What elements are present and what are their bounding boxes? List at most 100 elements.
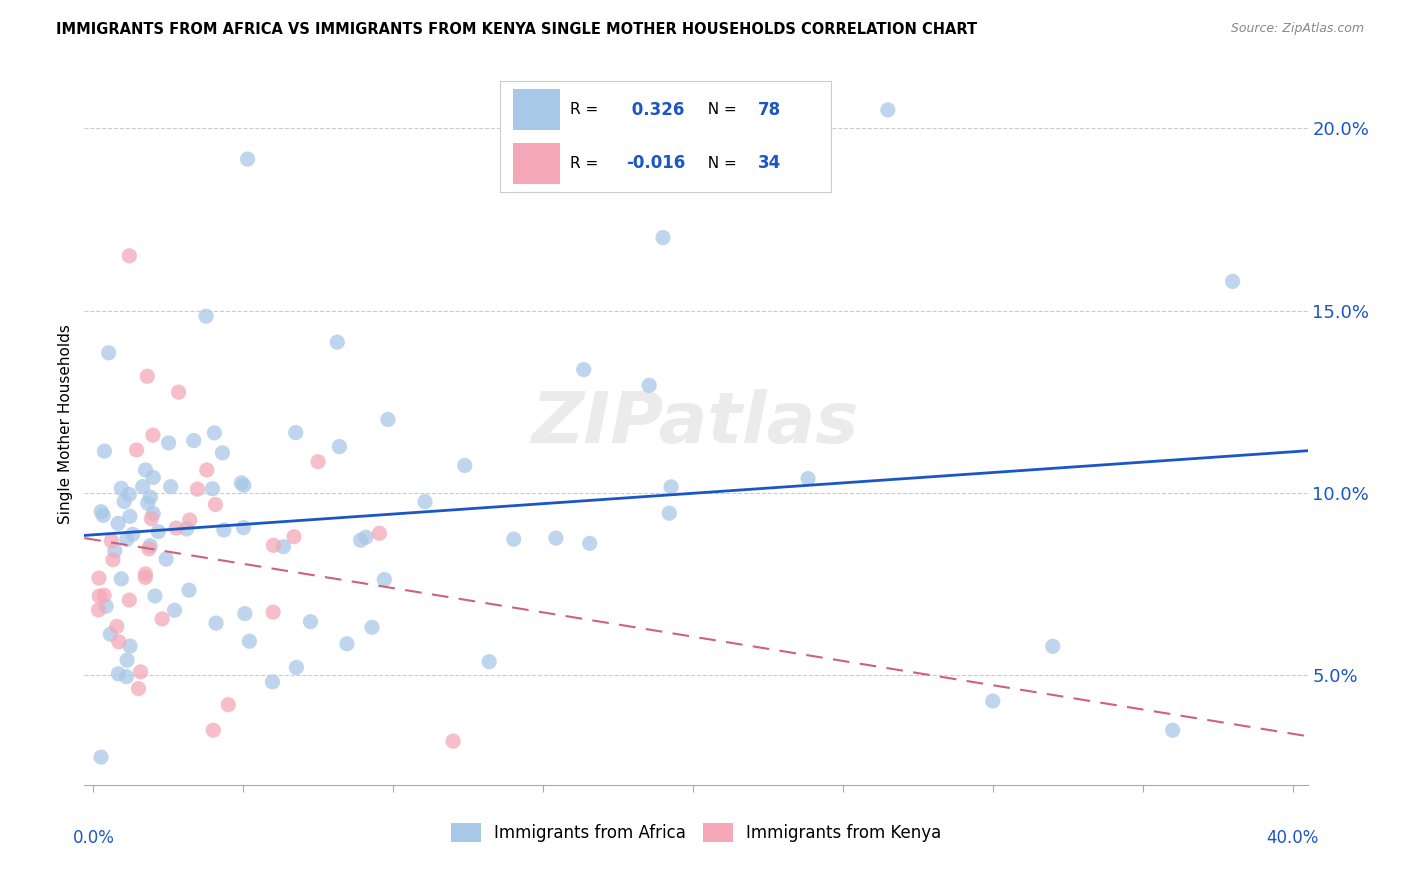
Point (159, 480, 181, 494)
Point (139, 539, 162, 553)
Point (150, 612, 173, 626)
Point (262, 674, 284, 689)
Point (361, 620, 384, 634)
Point (125, 442, 148, 457)
Point (115, 669, 138, 683)
Point (326, 335, 349, 350)
Point (236, 152, 259, 166)
Point (284, 425, 307, 440)
Point (134, 570, 156, 584)
Y-axis label: Single Mother Households: Single Mother Households (58, 324, 73, 524)
Point (328, 440, 350, 454)
Point (139, 490, 162, 504)
Point (413, 494, 436, 508)
Point (262, 605, 284, 619)
Point (121, 527, 143, 541)
Point (134, 566, 156, 581)
Point (876, 103, 898, 117)
Point (110, 481, 132, 495)
Point (186, 482, 208, 496)
Point (478, 655, 501, 669)
Point (115, 533, 138, 547)
Point (141, 512, 163, 526)
Point (132, 480, 155, 494)
Point (98, 627, 121, 641)
Point (368, 526, 391, 541)
Point (299, 615, 322, 629)
Point (283, 530, 305, 544)
Point (652, 230, 675, 244)
Point (135, 463, 157, 477)
Point (110, 572, 132, 586)
Point (155, 552, 177, 566)
Point (143, 589, 166, 603)
Point (108, 634, 131, 648)
Point (142, 507, 165, 521)
Text: 40.0%: 40.0% (1267, 830, 1319, 847)
Point (120, 639, 142, 653)
Point (142, 470, 165, 484)
Legend: Immigrants from Africa, Immigrants from Kenya: Immigrants from Africa, Immigrants from … (444, 816, 948, 849)
Point (115, 653, 138, 667)
Point (441, 734, 464, 748)
Point (129, 665, 152, 679)
Point (90, 750, 112, 764)
Point (118, 487, 141, 501)
Point (217, 698, 239, 712)
Point (165, 521, 187, 535)
Text: 0.0%: 0.0% (73, 830, 114, 847)
Point (157, 436, 180, 450)
Point (454, 458, 477, 473)
Point (232, 478, 254, 492)
Point (1222, 274, 1244, 288)
Point (94, 599, 117, 614)
Point (118, 509, 141, 524)
Point (658, 506, 681, 520)
Point (136, 369, 159, 384)
Point (138, 541, 160, 556)
Point (176, 522, 198, 536)
Point (638, 378, 661, 392)
Point (91, 508, 114, 523)
Point (202, 425, 225, 440)
Point (354, 530, 377, 544)
Point (118, 593, 141, 607)
Point (177, 583, 200, 598)
Point (202, 723, 225, 738)
Point (373, 573, 395, 587)
Text: Source: ZipAtlas.com: Source: ZipAtlas.com (1230, 22, 1364, 36)
Point (142, 428, 165, 442)
Point (89, 589, 111, 603)
Point (981, 694, 1004, 708)
Point (101, 552, 124, 566)
Point (502, 532, 524, 546)
Point (105, 619, 128, 633)
Point (90, 505, 112, 519)
Point (578, 536, 600, 550)
Point (183, 434, 205, 448)
Point (205, 616, 228, 631)
Point (107, 516, 129, 531)
Point (211, 446, 233, 460)
Point (263, 538, 285, 552)
Point (107, 666, 129, 681)
Point (93, 588, 115, 602)
Point (377, 412, 399, 426)
Point (100, 533, 122, 548)
Point (163, 603, 186, 617)
Point (233, 607, 256, 621)
Point (204, 498, 226, 512)
Point (307, 455, 329, 469)
Point (336, 637, 359, 651)
Point (659, 480, 682, 494)
Point (797, 472, 820, 486)
Point (97, 346, 120, 360)
Point (195, 463, 218, 477)
Point (148, 524, 170, 539)
Text: ZIPatlas: ZIPatlas (533, 389, 859, 458)
Point (104, 543, 127, 558)
Point (572, 362, 595, 376)
Point (167, 385, 190, 400)
Text: IMMIGRANTS FROM AFRICA VS IMMIGRANTS FROM KENYA SINGLE MOTHER HOUSEHOLDS CORRELA: IMMIGRANTS FROM AFRICA VS IMMIGRANTS FRO… (56, 22, 977, 37)
Point (349, 533, 371, 548)
